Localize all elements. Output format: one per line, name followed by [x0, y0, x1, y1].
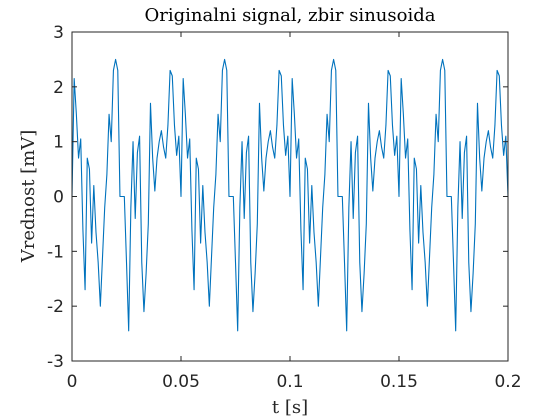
y-tick-label: 3 [53, 23, 64, 43]
y-tick-label: 0 [53, 188, 64, 208]
x-axis-ticks: 0 0.05 0.1 0.15 0.2 [67, 32, 522, 392]
x-tick-label: 0.05 [162, 372, 200, 392]
y-tick-label: -1 [47, 242, 64, 262]
x-tick-label: 0.1 [276, 372, 303, 392]
plot-area [71, 31, 509, 362]
x-tick-label: 0.2 [494, 372, 521, 392]
y-tick-label: 2 [53, 78, 64, 98]
series-line [71, 58, 509, 332]
y-tick-label: 1 [53, 133, 64, 153]
y-tick-label: -3 [47, 352, 64, 372]
x-axis-label: t [s] [272, 397, 308, 418]
y-axis-ticks: -3 -2 -1 0 1 2 3 [47, 23, 508, 372]
x-tick-label: 0.15 [380, 372, 418, 392]
y-tick-label: -2 [47, 297, 64, 317]
x-tick-label: 0 [67, 372, 78, 392]
chart-title: Originalni signal, zbir sinusoida [145, 5, 436, 26]
y-axis-label: Vrednost [mV] [18, 130, 39, 264]
